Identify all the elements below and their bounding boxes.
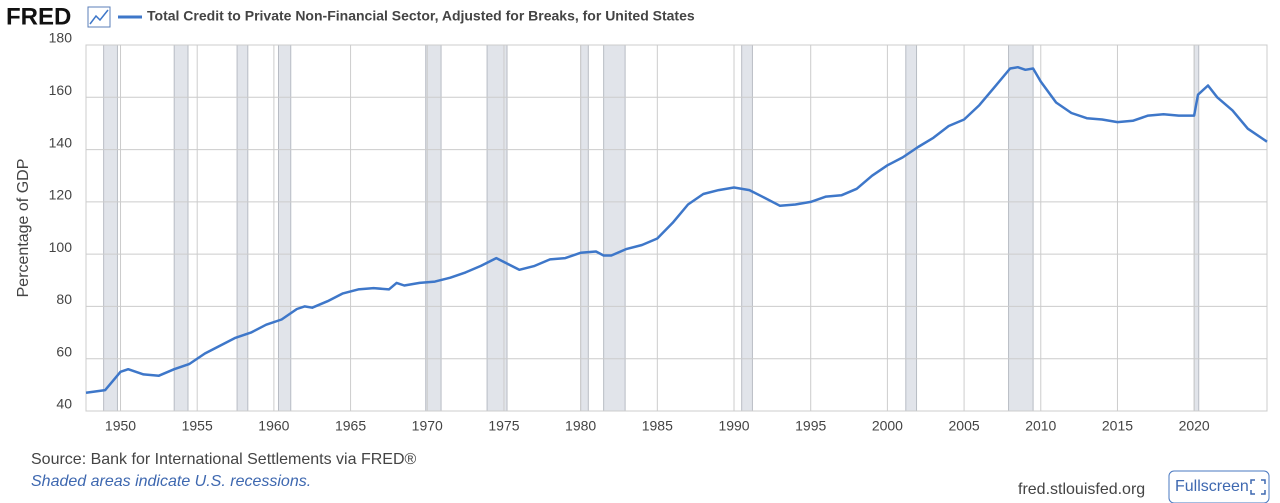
- fullscreen-button[interactable]: Fullscreen: [1168, 470, 1270, 503]
- x-tick-label: 1995: [795, 418, 826, 434]
- button-label[interactable]: Fullscreen: [1175, 478, 1249, 495]
- x-tick-label: 2005: [949, 418, 980, 434]
- recession-band: [1008, 44, 1034, 412]
- x-tick-label: 1960: [258, 418, 289, 434]
- x-tick-label: 1980: [565, 418, 596, 434]
- x-tick-label: 1950: [105, 418, 136, 434]
- plot-border: [85, 44, 1268, 412]
- x-tick-label: 2020: [1179, 418, 1210, 434]
- recession-band: [741, 44, 753, 412]
- y-tick-label: 180: [49, 30, 73, 46]
- y-tick-label: 100: [49, 239, 73, 255]
- recession-band: [905, 44, 918, 412]
- recession-band: [173, 44, 189, 412]
- y-tick-label: 40: [56, 396, 72, 412]
- recession-band: [580, 44, 589, 412]
- x-tick-label: 1985: [642, 418, 673, 434]
- x-tick-label: 1990: [718, 418, 749, 434]
- y-tick-label: 80: [56, 291, 72, 307]
- data-line: [85, 65, 1268, 394]
- legend-label: Total Credit to Private Non-Financial Se…: [147, 8, 695, 24]
- recession-band: [103, 44, 118, 412]
- x-tick-label: 2015: [1102, 418, 1133, 434]
- y-axis-label: Percentage of GDP: [15, 159, 32, 298]
- x-tick-label: 1955: [182, 418, 213, 434]
- x-tick-label: 1970: [412, 418, 443, 434]
- x-tick-label: 1965: [335, 418, 366, 434]
- y-tick-label: 140: [49, 134, 73, 150]
- recession-band: [603, 44, 626, 412]
- recession-band: [425, 44, 442, 412]
- plot: [85, 44, 1268, 412]
- x-tick-label: 2000: [872, 418, 903, 434]
- logo: FRED: [6, 3, 71, 30]
- source: Source: Bank for International Settlemen…: [31, 451, 417, 468]
- recession-band: [277, 44, 292, 412]
- recession-note: Shaded areas indicate U.S. recessions.: [31, 473, 311, 490]
- x-tick-label: 1975: [488, 418, 519, 434]
- y-tick-label: 120: [49, 187, 73, 203]
- url: fred.stlouisfed.org: [1018, 481, 1145, 498]
- y-tick-label: 60: [56, 343, 72, 359]
- recession-band: [236, 44, 249, 412]
- x-tick-label: 2010: [1025, 418, 1056, 434]
- y-tick-label: 160: [49, 82, 73, 98]
- logo-icon: [87, 6, 111, 28]
